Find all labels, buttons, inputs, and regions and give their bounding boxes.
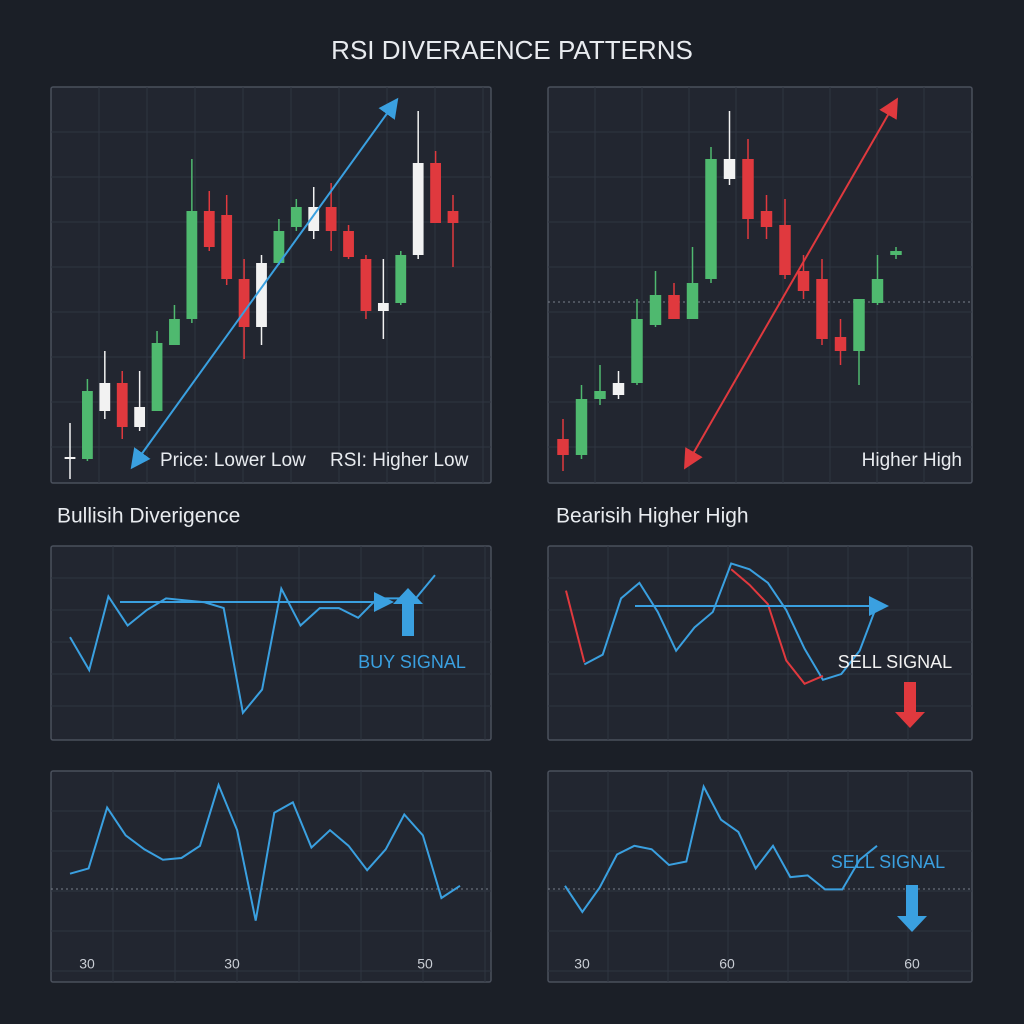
section-title: Bullisih Diverigence [57,505,240,528]
panels: Price: Lower Low RSI: Higher Low Higher Hi… [50,86,973,983]
candle-body [612,383,625,395]
x-tick-label: 30 [224,956,240,972]
chart-panel: SELL SIGNAL [547,545,973,741]
candle-body [797,271,810,291]
candle-body [64,457,76,459]
candle-body [82,391,93,459]
candle-body [395,255,407,303]
signal-label: BUY SIGNAL [358,652,466,672]
section-title: Bearisih Higher High [556,505,749,528]
x-tick-label: 30 [79,956,95,972]
signal-icon [895,682,925,728]
panel-frame [547,770,973,983]
rsi-line [730,568,824,685]
x-tick-label: 30 [574,956,590,972]
chart-panel: Higher High [547,86,973,484]
annotation: RSI: Higher Low [330,450,469,471]
candle-body [343,231,354,257]
chart-panel: BUY SIGNAL [50,545,492,741]
candle-body [238,279,250,327]
candle-body [853,299,865,351]
candle-body [99,383,111,411]
candle-body [430,163,441,223]
panel-frame [547,545,973,741]
candle-body [116,383,128,427]
candle-body [705,159,717,279]
chart-panel: Price: Lower Low RSI: Higher Low [50,86,492,484]
rsi-line [565,590,586,663]
x-tick-label: 60 [719,956,735,972]
candle-body [668,295,680,319]
panel-frame [547,86,973,484]
signal-icon [393,588,423,636]
rsi-line [583,562,879,682]
candle-body [742,159,754,219]
candle-body [360,259,372,311]
candle-body [631,319,643,383]
candle-body [834,337,847,351]
annotation: Higher High [862,450,962,471]
candle-body [151,343,163,411]
candle-body [594,391,606,399]
candle-body [203,211,215,247]
candle-body [575,399,588,455]
x-tick-label: 60 [904,956,920,972]
x-tick-label: 50 [417,956,433,972]
signal-label: SELL SIGNAL [838,652,952,672]
candle-body [377,303,389,311]
candle-body [221,215,233,279]
candle-body [557,439,569,455]
candle-body [256,263,267,327]
candle-body [447,211,459,223]
candle-body [871,279,884,303]
trend-arrow [684,97,898,470]
candle-body [890,251,902,255]
candle-body [760,211,773,227]
candle-body [134,407,146,427]
page-title: RSI DIVERAENCE PATTERNS [331,35,693,65]
trend-arrow [130,97,399,470]
rsi-line [69,781,461,921]
candle-body [816,279,828,339]
signal-label: SELL SIGNAL [831,852,945,872]
candle-body [412,163,424,255]
panel-frame [50,770,492,983]
rsi-line [564,783,878,914]
chart-panel: SELL SIGNAL 30 60 60 [547,770,973,983]
candle-body [723,159,736,179]
chart-panel: 30 30 50 [50,770,492,983]
candle-body [686,283,699,319]
candle-body [290,207,302,227]
candle-body [186,211,198,319]
annotation: Price: Lower Low [160,450,306,471]
candle-body [169,319,180,345]
signal-icon [897,885,927,932]
candle-body [325,207,337,231]
candle-body [649,295,662,325]
candle-body [779,225,791,275]
